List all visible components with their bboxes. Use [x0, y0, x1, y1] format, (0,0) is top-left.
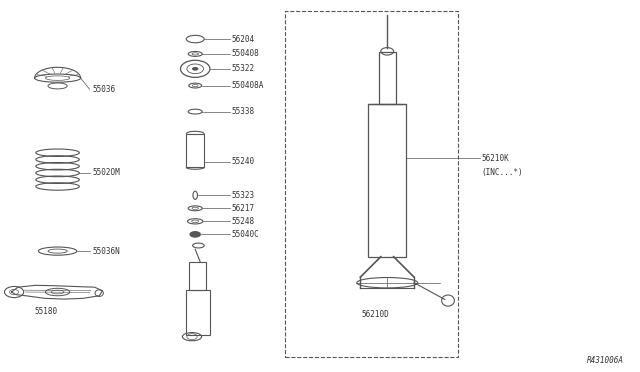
- Text: 550408: 550408: [232, 49, 259, 58]
- Bar: [379, 52, 396, 104]
- Bar: [368, 104, 406, 257]
- Text: 55323: 55323: [232, 191, 255, 200]
- Text: 55248: 55248: [232, 217, 255, 226]
- Text: 56204: 56204: [232, 35, 255, 44]
- Bar: [186, 134, 204, 167]
- Text: 55322: 55322: [232, 64, 255, 73]
- Text: 56210K: 56210K: [481, 154, 509, 163]
- Text: 56217: 56217: [232, 204, 255, 213]
- Text: 5502OM: 5502OM: [93, 169, 120, 177]
- Circle shape: [189, 231, 201, 238]
- Text: R431006A: R431006A: [587, 356, 624, 365]
- Text: 55240: 55240: [232, 157, 255, 166]
- Circle shape: [381, 48, 394, 55]
- Bar: [285, 11, 458, 357]
- Text: 56210D: 56210D: [362, 310, 389, 319]
- Text: 550408A: 550408A: [232, 81, 264, 90]
- Circle shape: [192, 67, 198, 71]
- Text: 55036N: 55036N: [93, 247, 120, 256]
- Text: 55040C: 55040C: [232, 230, 259, 239]
- Text: 55180: 55180: [35, 307, 58, 315]
- Text: 55036: 55036: [93, 85, 116, 94]
- Text: (INC...*): (INC...*): [481, 169, 523, 177]
- Text: 55338: 55338: [232, 107, 255, 116]
